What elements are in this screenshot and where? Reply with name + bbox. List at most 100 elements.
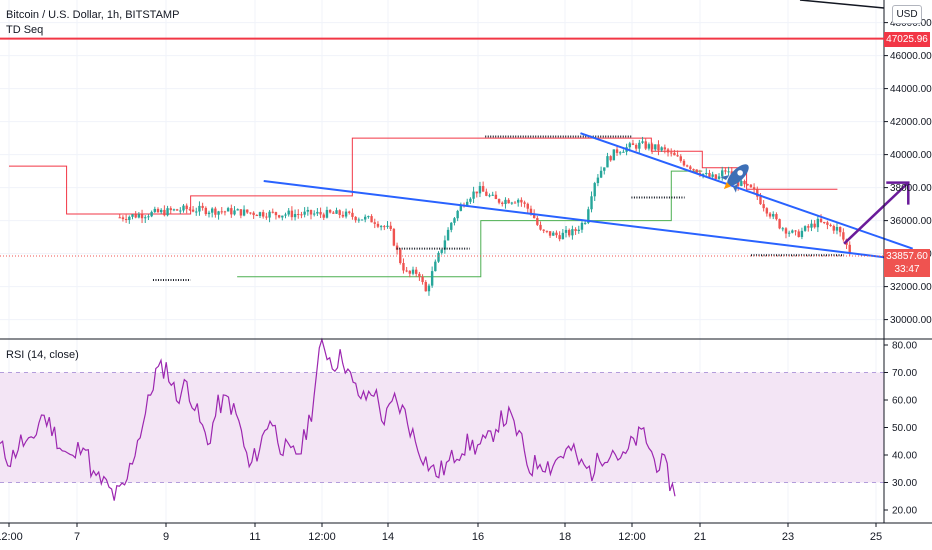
candle-body [532, 213, 536, 219]
trendline [263, 180, 909, 262]
candle-body [829, 224, 832, 227]
candle-body [446, 229, 450, 241]
candle-body [360, 219, 364, 221]
trendline [580, 132, 914, 250]
candle-body [140, 214, 144, 219]
candle-body [303, 211, 306, 215]
candle-body [415, 269, 418, 274]
candle-body [721, 170, 724, 177]
chart-title: Bitcoin / U.S. Dollar, 1h, BITSTAMP [6, 9, 180, 21]
candle-body [172, 209, 176, 211]
candle-body [386, 225, 389, 227]
candle-body [440, 249, 443, 253]
candle-body [188, 209, 192, 211]
candle-body [195, 211, 198, 213]
candle-body [456, 210, 459, 219]
candle-body [628, 143, 631, 148]
candle-body [756, 189, 759, 197]
candle-body [182, 205, 185, 211]
candle-body [277, 215, 281, 218]
countdown-tag: 33:47 [884, 262, 930, 277]
candle-body [765, 208, 769, 214]
price-tick-label: 40000.00 [890, 150, 932, 161]
candle-body [421, 276, 424, 283]
current-price-tag: 33857.60 [884, 249, 930, 264]
candle-body [265, 216, 268, 218]
candle-body [778, 219, 781, 229]
candle-body [523, 202, 526, 204]
candle-body [491, 194, 494, 196]
rsi-tick-label: 20.00 [892, 506, 917, 517]
candle-body [768, 213, 772, 217]
candle-body [242, 209, 246, 216]
candle-body [791, 230, 794, 233]
time-tick-label: 7 [74, 531, 80, 543]
time-tick-label: 12:00 [308, 531, 336, 543]
candle-body [762, 204, 765, 209]
candle-body [469, 198, 472, 202]
candle-body [580, 222, 584, 230]
candle-body [475, 191, 478, 194]
trendlines [263, 0, 914, 262]
price-tick-label: 36000.00 [890, 216, 932, 227]
candle-body [408, 270, 412, 274]
candle-body [842, 232, 845, 240]
candle-body [494, 194, 498, 200]
candle-body [660, 147, 663, 151]
candle-body [153, 208, 157, 212]
rsi-tick-label: 60.00 [892, 396, 917, 407]
candle-body [424, 282, 427, 292]
candle-body [692, 169, 695, 171]
currency-button[interactable]: USD [892, 5, 922, 24]
candle-body [472, 191, 475, 199]
candle-body [800, 230, 804, 237]
candle-body [676, 155, 679, 157]
candle-body [281, 215, 284, 218]
price-tick-label: 42000.00 [890, 117, 932, 128]
candle-body [312, 213, 316, 215]
candle-body [179, 210, 182, 212]
candle-body [325, 209, 329, 218]
candle-body [185, 205, 188, 210]
candle-body [450, 222, 453, 230]
candle-body [838, 226, 842, 233]
td-seq-dots [152, 135, 845, 281]
candle-body [284, 214, 287, 216]
candle-body [210, 208, 214, 213]
candle-body [434, 261, 437, 272]
candle-body [201, 205, 204, 208]
candle-body [574, 229, 577, 232]
candle-body [539, 224, 542, 230]
candle-body [558, 235, 561, 240]
price-tick-label: 44000.00 [890, 84, 932, 95]
candle-body [555, 232, 558, 236]
candle-body [223, 211, 227, 213]
candle-body [548, 231, 552, 236]
candle-body [772, 214, 775, 217]
candle-body [794, 230, 797, 232]
candle-body [443, 240, 447, 250]
candle-body [513, 202, 517, 204]
candle-body [813, 223, 816, 228]
candle-body [609, 156, 612, 161]
candle-body [175, 209, 179, 211]
candle-body [689, 166, 692, 170]
candle-body [348, 211, 351, 213]
candle-body [252, 212, 255, 216]
candle-body [775, 214, 778, 220]
candle-body [568, 229, 571, 236]
candle-body [564, 229, 568, 233]
rocket-fin [733, 183, 738, 193]
candle-body [803, 226, 807, 231]
candle-body [746, 184, 749, 186]
candle-body [599, 170, 603, 178]
candle-body [437, 252, 440, 262]
rocket-fin [720, 175, 730, 180]
candle-body [249, 212, 252, 214]
candle-body [226, 208, 230, 212]
candle-body [606, 156, 609, 168]
candle-body [510, 202, 514, 204]
candle-body [297, 214, 300, 216]
candle-body [743, 181, 746, 185]
